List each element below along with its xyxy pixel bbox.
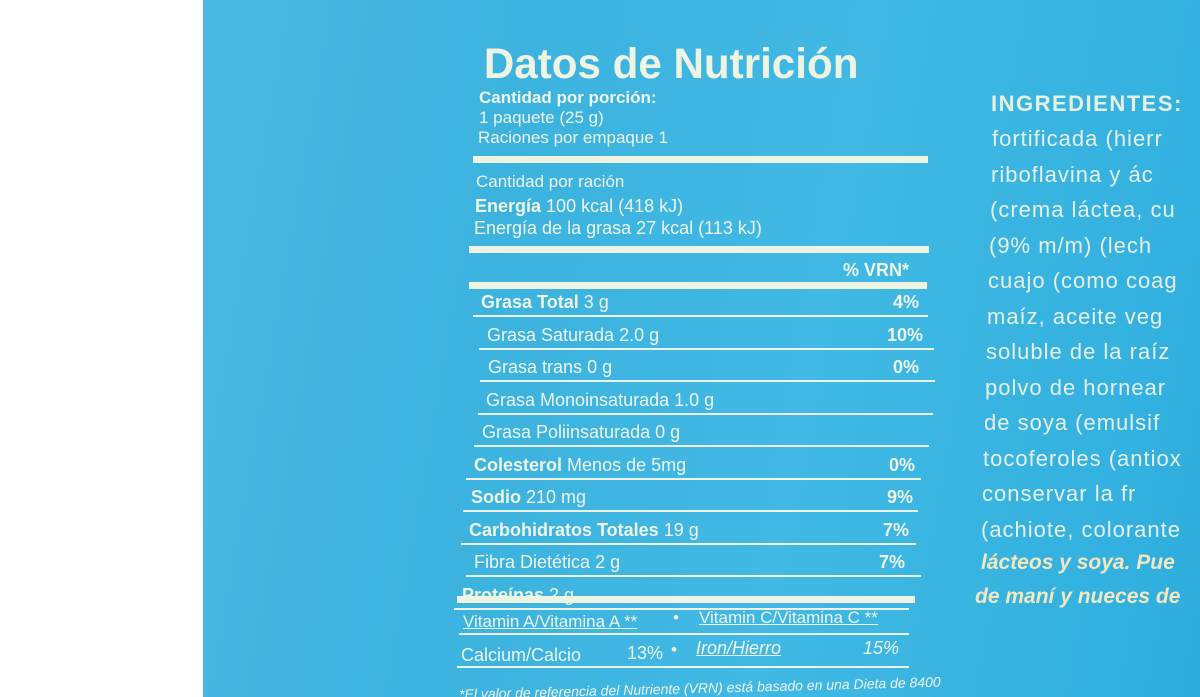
nutrient-pct: 7% bbox=[879, 552, 906, 572]
divider bbox=[473, 156, 928, 163]
ingredient-line: tocoferoles (antiox bbox=[983, 445, 1182, 471]
ingredient-line: (crema láctea, cu bbox=[990, 197, 1176, 222]
nutrient-name: Grasa trans bbox=[488, 357, 583, 377]
allergen-line-1: lácteos y soya. Pue bbox=[981, 551, 1175, 574]
nutrient-amount: Menos de 5mg bbox=[567, 454, 687, 475]
row-divider bbox=[461, 542, 916, 545]
nutrient-amount: 0 g bbox=[587, 357, 613, 377]
nutrient-name: Grasa Monoinsaturada bbox=[486, 389, 670, 410]
ingredient-line: maíz, aceite veg bbox=[987, 303, 1164, 329]
nutrient-amount: 210 mg bbox=[526, 487, 587, 507]
ingredient-line: polvo de hornear bbox=[985, 374, 1167, 400]
ingredient-line: conservar la fr bbox=[982, 481, 1137, 506]
nutrient-row: Grasa trans 0 g bbox=[488, 357, 612, 378]
ingredient-line: (achiote, colorante bbox=[981, 516, 1181, 542]
nutrient-pct: 4% bbox=[893, 292, 920, 312]
ingredient-line: riboflavina y ác bbox=[991, 161, 1154, 187]
vrn-header: % VRN* bbox=[843, 260, 910, 280]
bullet: • bbox=[673, 608, 679, 627]
row-divider bbox=[466, 477, 921, 480]
allergen-line-2: de maní y nueces de bbox=[975, 585, 1181, 608]
amount-per-serving: Cantidad por ración bbox=[476, 172, 625, 191]
nutrient-row: Grasa Monoinsaturada 1.0 g bbox=[486, 390, 714, 411]
nutrient-name: Grasa Total bbox=[481, 292, 579, 312]
nutrient-name: Grasa Saturada bbox=[487, 324, 615, 345]
energy-value: 100 kcal (418 kJ) bbox=[546, 196, 684, 216]
nutrient-name: Fibra Dietética bbox=[474, 552, 591, 572]
ingredient-line: cuajo (como coag bbox=[988, 268, 1178, 293]
nutrient-name: Carbohidratos Totales bbox=[469, 519, 659, 540]
fat-energy: Energía de la grasa 27 kcal (113 kJ) bbox=[474, 218, 762, 238]
nutrient-amount: 2.0 g bbox=[619, 324, 660, 345]
row-divider bbox=[466, 575, 921, 577]
nutrient-amount: 3 g bbox=[583, 292, 609, 312]
servings-per-package: Raciones por empaque 1 bbox=[478, 128, 668, 147]
iron-pct: 15% bbox=[863, 638, 900, 658]
nutrient-row: Grasa Saturada 2.0 g bbox=[487, 325, 659, 346]
nutrient-row: Grasa Total 3 g bbox=[481, 292, 609, 313]
vitamin-a: Vitamin A/Vitamina A ** bbox=[463, 612, 638, 631]
ingredients-heading: INGREDIENTES: bbox=[991, 91, 1183, 116]
serving-heading: Cantidad por porción: bbox=[479, 88, 657, 107]
nutrient-pct: 7% bbox=[883, 519, 910, 540]
divider bbox=[457, 666, 909, 668]
footnote: *El valor de referencia del Nutriente (V… bbox=[458, 673, 941, 697]
nutrient-name: Sodio bbox=[471, 487, 521, 507]
nutrient-amount: 1.0 g bbox=[674, 389, 715, 410]
nutrition-package-photo: Datos de Nutrición Cantidad por porción:… bbox=[203, 0, 1200, 697]
ingredient-line: de soya (emulsif bbox=[984, 410, 1161, 435]
divider bbox=[469, 246, 929, 253]
row-divider bbox=[454, 607, 909, 610]
row-divider bbox=[473, 315, 928, 317]
serving-size: 1 paquete (25 g) bbox=[479, 108, 604, 127]
ingredient-line: (9% m/m) (lech bbox=[989, 232, 1153, 258]
vitamin-c: Vitamin C/Vitamina C ** bbox=[699, 608, 878, 627]
nutrient-amount: 19 g bbox=[663, 519, 699, 540]
energy-label: Energía bbox=[475, 196, 542, 216]
calcium-pct: 13% bbox=[627, 643, 664, 663]
nutrient-row: Carbohidratos Totales 19 g bbox=[469, 520, 699, 541]
nutrient-name: Grasa Poliinsaturada bbox=[482, 422, 651, 442]
ingredient-line: fortificada (hierr bbox=[992, 126, 1163, 151]
ingredient-line: soluble de la raíz bbox=[986, 339, 1171, 364]
nutrient-pct: 0% bbox=[889, 454, 916, 475]
nutrition-title: Datos de Nutrición bbox=[483, 40, 859, 88]
divider bbox=[459, 633, 909, 635]
nutrient-row: Fibra Dietética 2 g bbox=[474, 552, 620, 573]
nutrient-row: Sodio 210 mg bbox=[471, 487, 586, 508]
nutrient-row: Grasa Poliinsaturada 0 g bbox=[482, 422, 680, 443]
row-divider bbox=[480, 380, 935, 382]
bullet: • bbox=[671, 640, 677, 659]
nutrient-row: Colesterol Menos de 5mg bbox=[474, 455, 686, 476]
row-divider bbox=[463, 510, 918, 512]
calcium: Calcium/Calcio bbox=[461, 645, 582, 665]
nutrient-amount: 2 g bbox=[595, 552, 621, 572]
nutrient-pct: 10% bbox=[887, 324, 924, 345]
divider bbox=[469, 282, 927, 289]
iron: Iron/Hierro bbox=[696, 638, 782, 658]
nutrient-amount: 0 g bbox=[655, 422, 681, 442]
row-divider bbox=[479, 347, 934, 350]
row-divider bbox=[478, 412, 933, 415]
nutrient-pct: 9% bbox=[887, 487, 914, 507]
nutrient-pct: 0% bbox=[893, 357, 920, 377]
row-divider bbox=[474, 445, 929, 447]
divider bbox=[457, 596, 915, 603]
nutrient-name: Colesterol bbox=[474, 454, 563, 475]
